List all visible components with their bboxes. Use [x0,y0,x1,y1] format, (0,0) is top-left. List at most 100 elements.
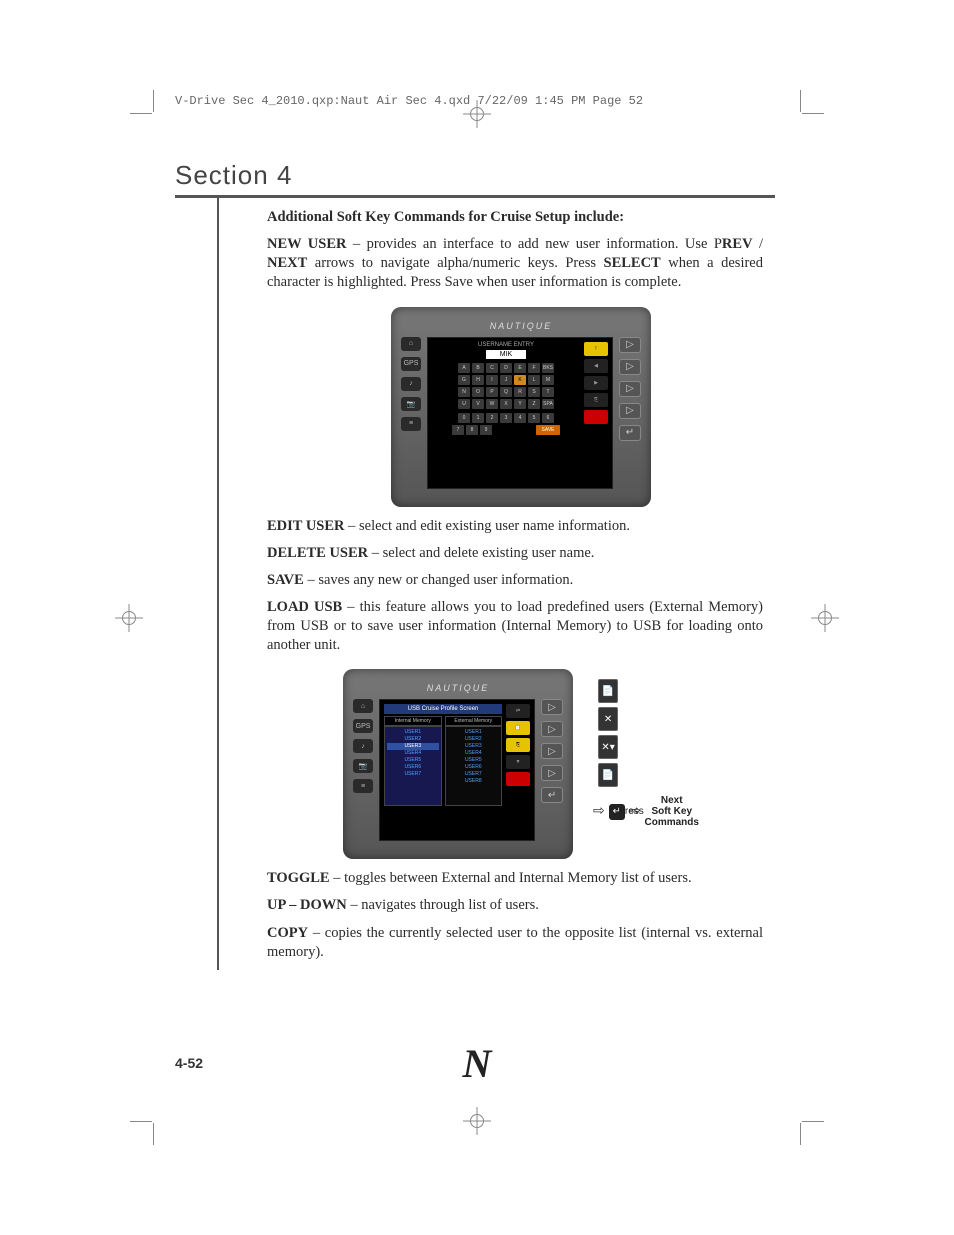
figure-1-console: NAUTIQUE ⌂GPS♪📷≡ USERNAME ENTRY MIK ABCD… [391,307,651,507]
left-side-button: ≡ [353,779,373,793]
memory-item: USER3 [448,743,500,750]
brand-label: NAUTIQUE [401,321,641,331]
keyboard-key: L [528,375,540,385]
softkey: 📋 [506,721,530,735]
left-side-button: ♪ [353,739,373,753]
memory-item: USER4 [387,750,439,757]
memory-item: USER2 [448,736,500,743]
keyboard-key: O [472,387,484,397]
figure-2-wrap: NAUTIQUE ⌂GPS♪📷≡ USB Cruise Profile Scre… [219,663,775,869]
page-content: Section 4 Additional Soft Key Commands f… [175,160,775,970]
toggle-paragraph: TOGGLE – toggles between External and In… [219,869,775,896]
internal-memory-header: Internal Memory [384,716,442,726]
keyboard-key: W [486,399,498,409]
figure-1-wrap: NAUTIQUE ⌂GPS♪📷≡ USERNAME ENTRY MIK ABCD… [219,301,775,517]
keyboard-key: 4 [514,413,526,423]
footer-logo: N [463,1040,492,1087]
keyboard-key: F [528,363,540,373]
keyboard-key: G [458,375,470,385]
copy-paragraph: COPY – copies the currently selected use… [219,924,775,970]
keyboard-key: R [514,387,526,397]
save-cmd: SAVE [267,572,304,588]
left-side-button: GPS [401,357,421,371]
toggle-cmd: TOGGLE [267,870,330,886]
softkey [584,410,608,424]
memory-item: USER6 [448,764,500,771]
memory-item: USER4 [448,750,500,757]
left-buttons: ⌂GPS♪📷≡ [401,337,421,489]
usb-screen-title: USB Cruise Profile Screen [384,704,502,714]
edit-user-paragraph: EDIT USER – select and edit existing use… [219,517,775,544]
arrow-icon: ⇨ [593,803,605,820]
load-usb-paragraph: LOAD USB – this feature allows you to lo… [219,598,775,663]
memory-item: USER8 [448,778,500,785]
memory-item: USER3 [387,743,439,750]
keyboard-key: X [500,399,512,409]
right-side-button: ▷ [541,743,563,759]
intro-heading: Additional Soft Key Commands for Cruise … [219,208,775,235]
memory-item: USER1 [387,729,439,736]
delete-user-paragraph: DELETE USER – select and delete existing… [219,544,775,571]
left-side-button: ≡ [401,417,421,431]
keyboard-key: I [486,375,498,385]
keyboard-key: SAVE [536,425,560,435]
left-side-button: 📷 [401,397,421,411]
text: – provides an interface to add new user … [346,236,721,252]
keyboard-key: D [500,363,512,373]
right-side-button: ↵ [619,425,641,441]
keyboard-key: U [458,399,470,409]
keyboard-key: Q [500,387,512,397]
left-side-button: 📷 [353,759,373,773]
keyboard-key: B [472,363,484,373]
copy-cmd: COPY [267,925,308,941]
keyboard-key: BKS [542,363,554,373]
next-label: NextSoft KeyCommands [645,795,699,828]
keyboard-key: N [458,387,470,397]
keyboard-key: 5 [528,413,540,423]
external-memory-header: External Memory [445,716,503,726]
save-paragraph: SAVE – saves any new or changed user inf… [219,571,775,598]
figure-2-console: NAUTIQUE ⌂GPS♪📷≡ USB Cruise Profile Scre… [343,669,573,859]
left-side-button: ⌂ [353,699,373,713]
left-side-button: GPS [353,719,373,733]
keyboard-key: V [472,399,484,409]
memory-item: USER6 [387,764,439,771]
softkey: ! [584,342,608,356]
softkey-strip-item: 📄 [598,679,618,703]
memory-item: USER1 [448,729,500,736]
right-side-button: ▷ [619,381,641,397]
softkey-column: ⇄📋⎘▼ [506,704,530,836]
load-usb-cmd: LOAD USB [267,599,342,615]
text: – copies the currently selected user to … [267,925,763,960]
keyboard-key: 9 [480,425,492,435]
softkey: ⇄ [506,704,530,718]
keyboard-key: H [472,375,484,385]
keyboard-key: P [486,387,498,397]
updown-paragraph: UP – DOWN – navigates through list of us… [219,896,775,923]
softkey: ◀ [584,359,608,373]
keyboard-key: S [528,387,540,397]
text: – saves any new or changed user informat… [304,572,573,588]
keyboard-key: T [542,387,554,397]
keyboard-key: 1 [472,413,484,423]
right-buttons: ▷▷▷▷↵ [541,699,563,841]
softkey-column: !◀▶⎘ [584,342,608,484]
text: – navigates through list of users. [347,897,539,913]
right-buttons: ▷▷▷▷↵ [619,337,641,489]
content-box: Additional Soft Key Commands for Cruise … [217,198,775,970]
press-label: Press [618,806,644,817]
text: / [753,236,763,252]
screen: USB Cruise Profile Screen Internal Memor… [379,699,535,841]
right-side-button: ▷ [619,359,641,375]
text: – this feature allows you to load predef… [267,599,763,653]
memory-item: USER5 [448,757,500,764]
text: – select and edit existing user name inf… [345,518,631,534]
softkey: ▶ [584,376,608,390]
keyboard-key: E [514,363,526,373]
softkey [506,772,530,786]
left-side-button: ♪ [401,377,421,391]
alpha-keyboard: ABCDEFBKSGHIJKLMNOPQRSTUVWXYZSPA [432,363,580,409]
delete-user-cmd: DELETE USER [267,545,368,561]
right-side-button: ▷ [541,699,563,715]
select-key: SELECT [604,255,661,271]
